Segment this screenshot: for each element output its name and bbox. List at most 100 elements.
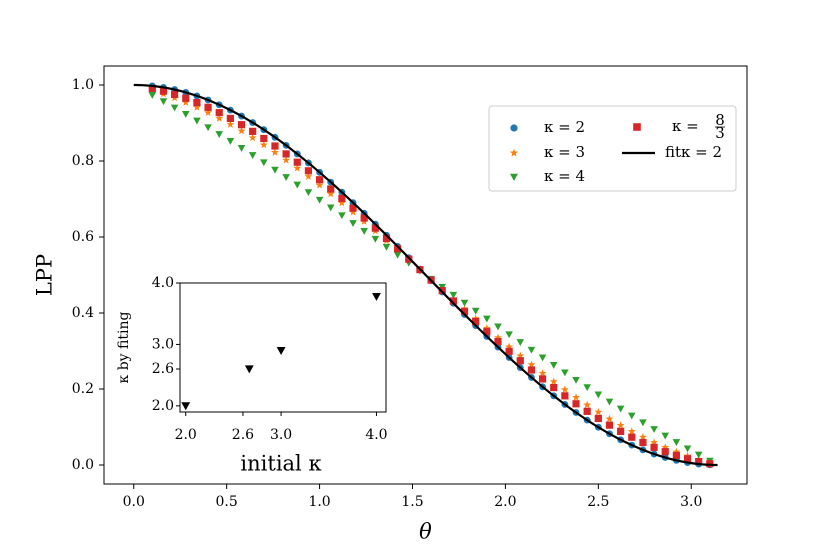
- data-point: [617, 427, 625, 436]
- inset-x-tick-label: 3.0: [270, 427, 292, 443]
- data-point: [371, 235, 380, 243]
- data-point: [549, 377, 558, 385]
- data-point: [271, 148, 279, 156]
- data-point: [616, 405, 625, 413]
- data-point: [583, 384, 591, 392]
- data-point: [572, 400, 580, 408]
- data-point: [304, 189, 313, 197]
- data-point: [315, 176, 324, 184]
- data-point: [672, 447, 681, 456]
- data-point: [382, 243, 391, 251]
- data-point: [583, 407, 591, 415]
- data-point: [516, 339, 525, 346]
- data-point: [494, 333, 502, 341]
- inset-point: [276, 347, 286, 355]
- data-point: [148, 92, 157, 99]
- data-point: [482, 324, 491, 332]
- x-tick-label: 1.0: [308, 494, 330, 510]
- data-point: [616, 421, 625, 429]
- data-point: [561, 369, 569, 377]
- data-point: [538, 354, 547, 362]
- data-point: [628, 433, 636, 441]
- data-point: [171, 90, 179, 99]
- inset-y-tick-label: 2.0: [152, 398, 174, 414]
- y-tick-label: 1.0: [72, 77, 94, 93]
- data-point: [516, 357, 524, 365]
- data-point: [204, 108, 213, 117]
- data-point: [393, 251, 402, 259]
- data-point: [148, 84, 156, 93]
- data-point: [215, 114, 224, 122]
- x-tick-label: 3.0: [680, 494, 702, 510]
- data-point: [248, 152, 257, 160]
- data-point: [594, 414, 602, 423]
- data-point: [249, 127, 257, 135]
- legend-entry: κ = 83: [633, 111, 725, 142]
- data-point: [260, 159, 268, 167]
- data-point: [650, 443, 658, 451]
- data-point: [505, 331, 513, 339]
- data-point: [483, 328, 491, 336]
- data-point: [627, 427, 636, 435]
- data-point: [572, 393, 580, 401]
- data-point: [639, 419, 647, 427]
- data-point: [494, 337, 502, 346]
- data-point: [282, 174, 290, 181]
- inset-point: [181, 402, 191, 411]
- data-point: [337, 198, 346, 207]
- legend-entry: κ = 2: [510, 118, 585, 136]
- legend-marker: [509, 148, 519, 157]
- data-point: [248, 133, 257, 142]
- data-point: [549, 362, 558, 369]
- data-point: [560, 385, 569, 394]
- data-point: [204, 124, 212, 132]
- data-point: [293, 158, 301, 166]
- legend-frac-num: 8: [715, 111, 725, 129]
- data-point: [472, 317, 480, 326]
- data-point: [505, 342, 514, 351]
- data-point: [382, 234, 391, 242]
- data-point: [226, 120, 235, 128]
- data-point: [282, 155, 291, 164]
- inset-x-tick-label: 2.0: [175, 427, 197, 443]
- data-point: [181, 98, 190, 106]
- data-point: [215, 131, 223, 138]
- inset-y-tick-label: 3.0: [152, 336, 174, 352]
- y-tick-label: 0.6: [72, 229, 94, 245]
- legend-label: κ =: [672, 117, 699, 135]
- series-5: [133, 83, 718, 467]
- legend-entry: fitκ = 2: [622, 143, 722, 161]
- data-point: [181, 111, 190, 118]
- data-point: [650, 426, 658, 433]
- data-point: [638, 433, 647, 441]
- data-point: [360, 228, 368, 235]
- fit-line: [133, 83, 718, 467]
- y-tick-label: 0.8: [72, 153, 94, 169]
- y-tick-label: 0.2: [72, 381, 94, 397]
- x-tick-label: 1.5: [401, 494, 423, 510]
- data-point: [661, 443, 670, 451]
- series-3: [148, 92, 714, 465]
- inset-x-axis-label: initial κ: [240, 452, 321, 476]
- data-point: [683, 445, 692, 453]
- legend-marker: [510, 124, 518, 132]
- legend-label: κ = 3: [544, 143, 585, 161]
- data-point: [338, 212, 346, 220]
- data-point: [650, 438, 659, 446]
- x-tick-label: 0.5: [216, 494, 238, 510]
- inset-x-tick-label: 4.0: [365, 427, 387, 443]
- data-point: [326, 189, 335, 198]
- data-point: [349, 208, 357, 216]
- data-point: [193, 98, 201, 107]
- legend-marker: [633, 123, 641, 131]
- data-point: [605, 398, 614, 406]
- data-point: [561, 392, 569, 400]
- y-tick-label: 0.4: [72, 305, 94, 321]
- data-point: [304, 167, 313, 175]
- data-point: [538, 369, 547, 377]
- data-point: [516, 351, 525, 360]
- main-plot: 0.0 0.5 1.0 1.5 2.0 2.5 3.0 0.0 0.2 0.4 0.6 0.8 1.0 θ…: [33, 65, 748, 544]
- data-point: [315, 196, 324, 204]
- data-point: [527, 360, 536, 368]
